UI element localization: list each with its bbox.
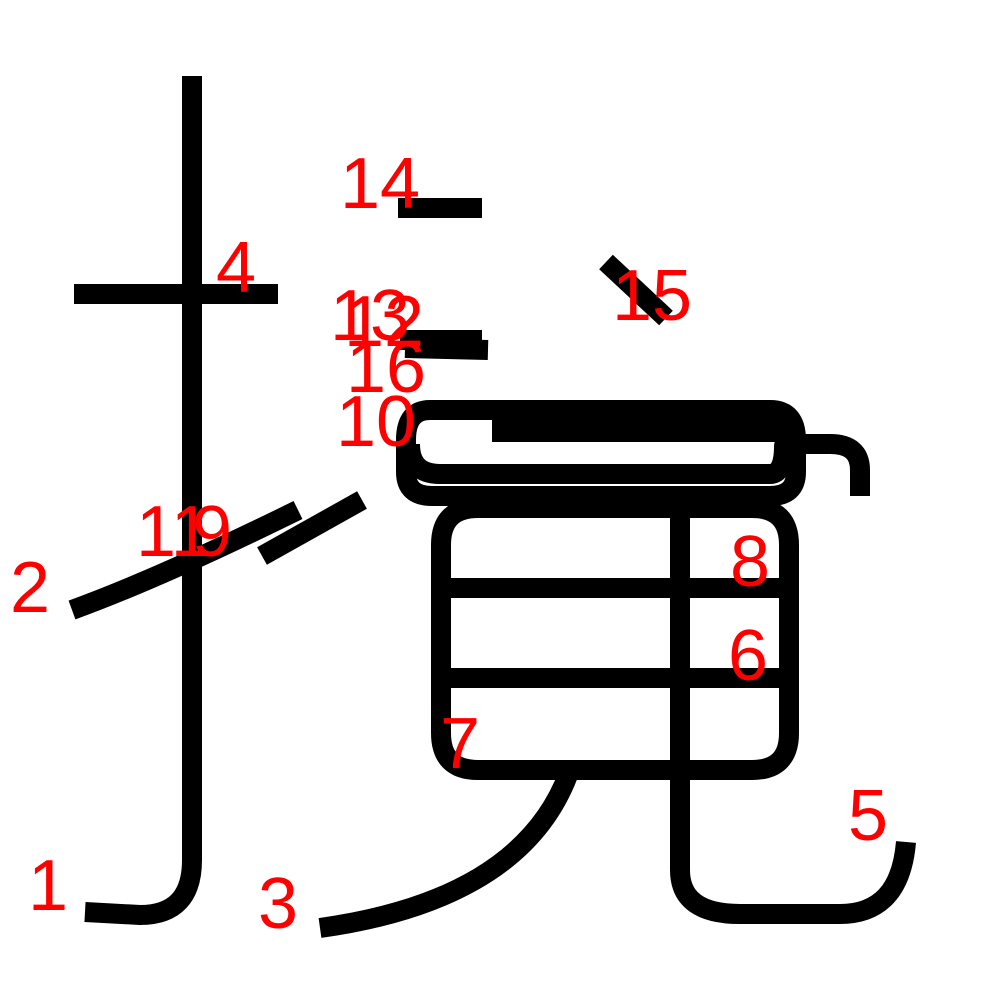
stroke-number-3: 3 <box>258 864 298 944</box>
stroke-number-8: 8 <box>730 522 770 602</box>
stroke-number-7: 7 <box>440 704 480 784</box>
stroke-number-16: 16 <box>346 328 426 408</box>
stroke-number-9: 9 <box>192 492 232 572</box>
stroke-number-13: 13 <box>330 276 410 356</box>
stroke-number-14: 14 <box>340 144 420 224</box>
stroke-number-1: 1 <box>28 846 68 926</box>
strokes <box>68 76 916 938</box>
stroke-5 <box>670 500 916 924</box>
stroke-number-11: 11 <box>136 492 211 572</box>
stroke-15 <box>599 254 673 326</box>
stroke-2 <box>68 501 303 620</box>
stroke-number-6: 6 <box>728 616 768 696</box>
stroke-number-15: 15 <box>612 256 692 336</box>
stroke-number-2: 2 <box>10 548 50 628</box>
stroke-cap-hook <box>400 434 870 496</box>
stroke-7 <box>431 498 799 780</box>
stroke-number-12: 12 <box>344 282 424 362</box>
stroke-number-10: 10 <box>336 382 416 462</box>
stroke-number-5: 5 <box>848 776 888 856</box>
stroke-3 <box>318 771 578 938</box>
stroke-number-4: 4 <box>216 228 256 308</box>
stroke-9 <box>257 491 367 565</box>
stroke-1 <box>84 76 202 925</box>
